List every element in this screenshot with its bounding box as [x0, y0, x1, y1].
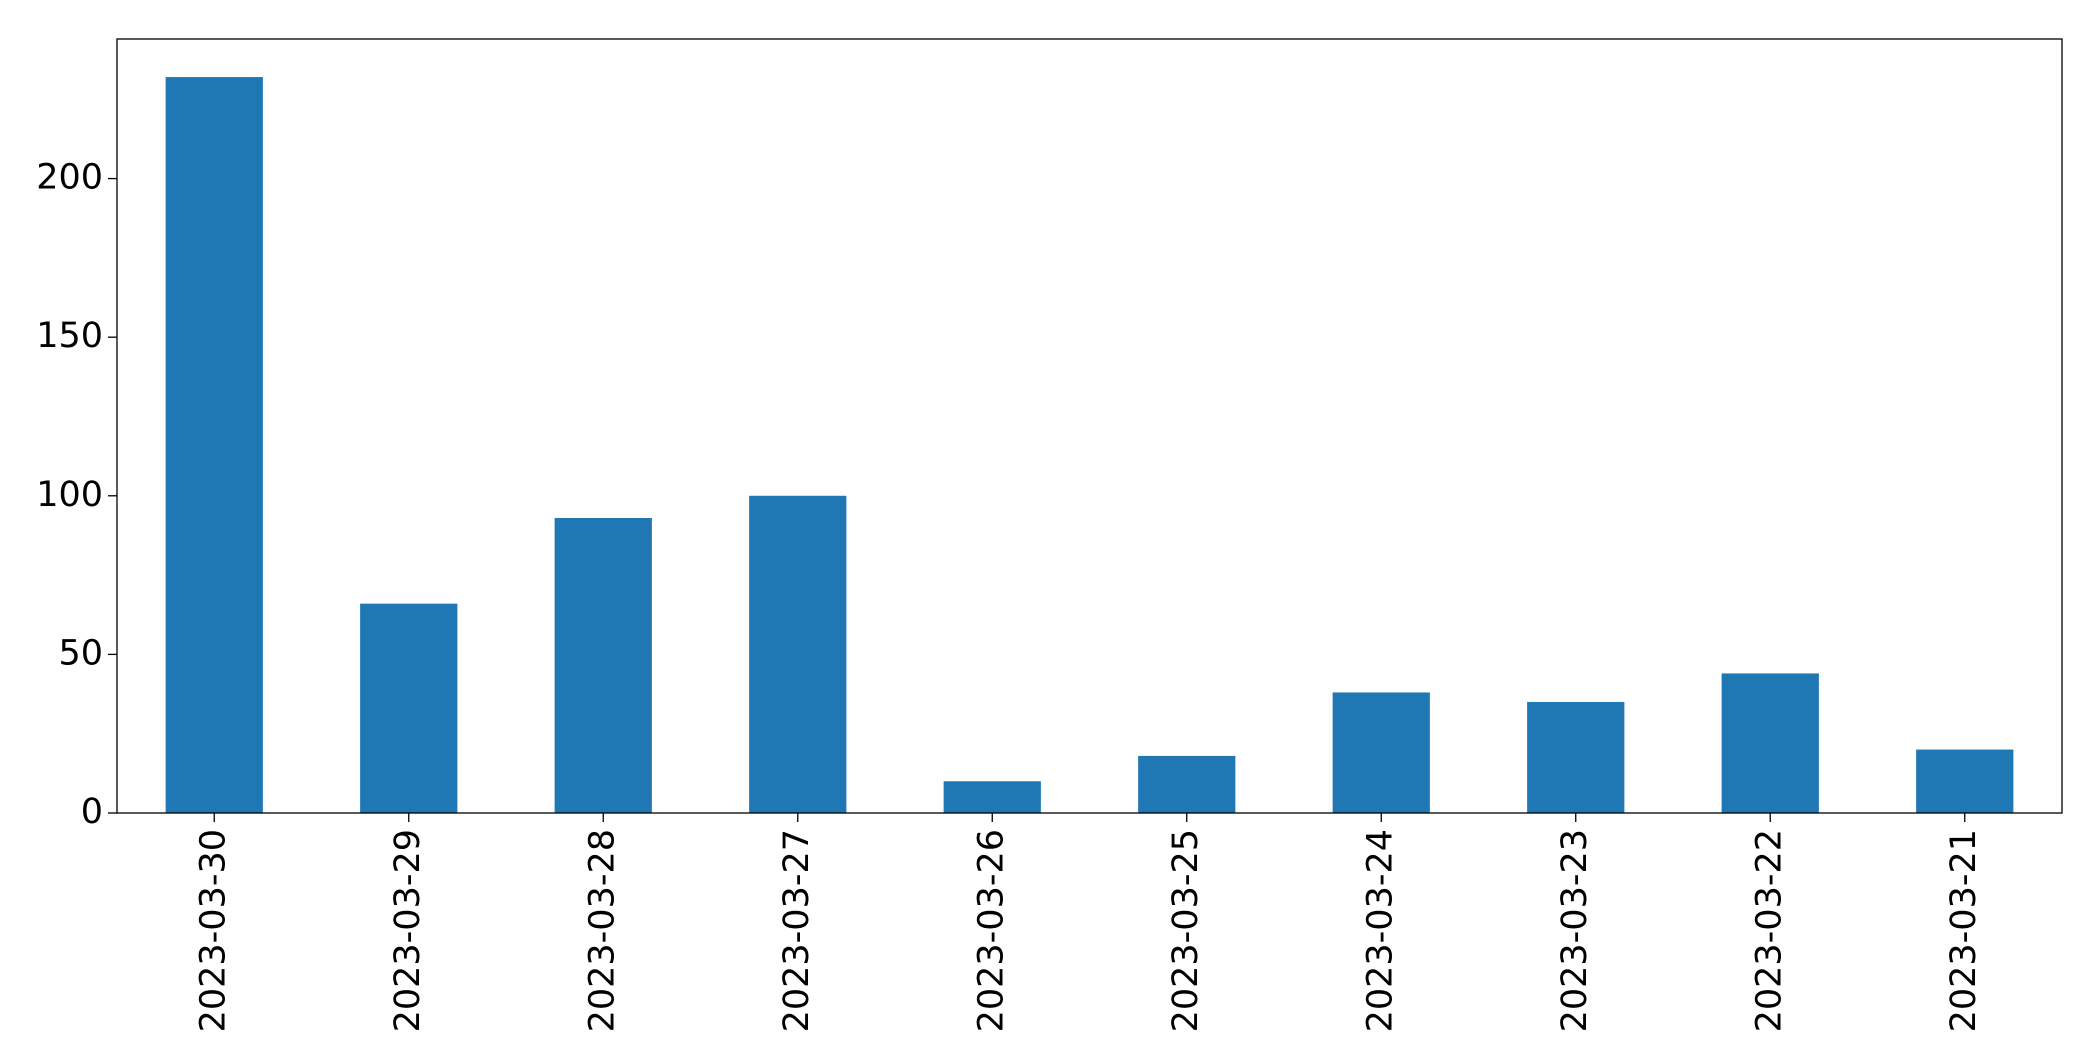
x-tick-label: 2023-03-28 — [582, 829, 622, 1032]
bar — [1916, 749, 2014, 813]
bar — [1527, 701, 1625, 813]
bar — [1332, 692, 1430, 813]
bar — [165, 77, 263, 814]
bar — [1138, 755, 1236, 813]
x-tick-label: 2023-03-27 — [777, 829, 817, 1032]
y-tick-label: 150 — [36, 316, 103, 356]
x-tick-label: 2023-03-21 — [1944, 829, 1984, 1032]
bar — [1721, 673, 1819, 813]
x-tick-label: 2023-03-22 — [1749, 829, 1789, 1032]
x-tick-label: 2023-03-26 — [971, 829, 1011, 1032]
plot-frame — [116, 38, 2063, 814]
y-tick-label: 50 — [58, 633, 103, 673]
x-tick-label: 2023-03-25 — [1166, 829, 1206, 1032]
bar — [749, 495, 847, 813]
y-tick-label: 100 — [36, 475, 103, 515]
x-tick-label: 2023-03-30 — [193, 829, 233, 1032]
y-tick-label: 200 — [36, 158, 103, 198]
x-tick-label: 2023-03-23 — [1555, 829, 1595, 1032]
bar — [554, 517, 652, 813]
bar — [360, 603, 458, 813]
x-tick-label: 2023-03-24 — [1360, 829, 1400, 1032]
y-tick-label: 0 — [81, 792, 103, 832]
bar — [943, 781, 1041, 813]
x-tick-label: 2023-03-29 — [388, 829, 428, 1032]
